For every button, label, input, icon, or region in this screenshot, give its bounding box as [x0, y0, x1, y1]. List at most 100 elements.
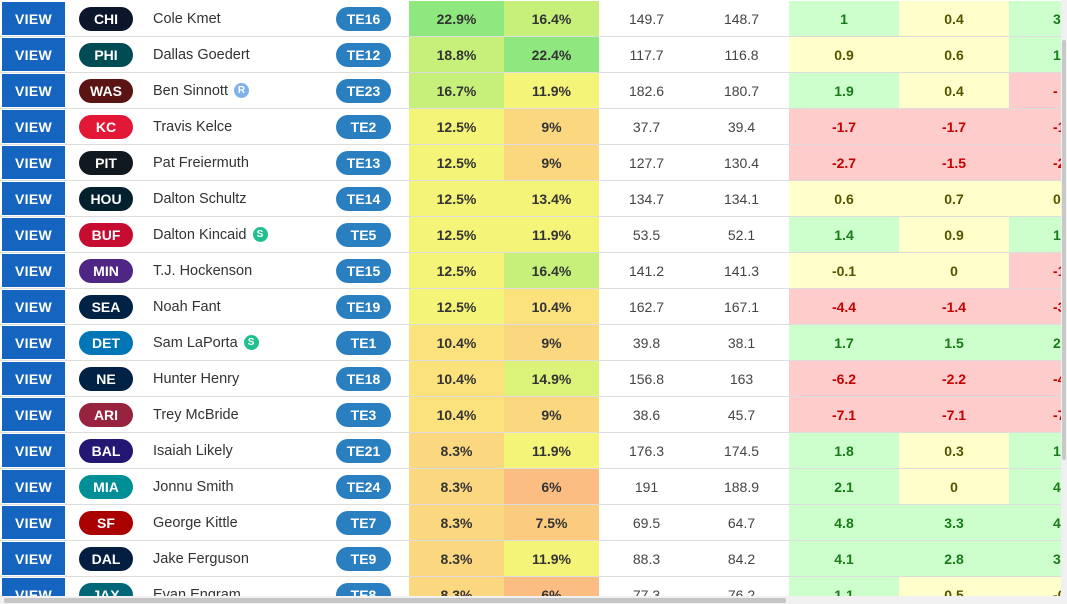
player-name-cell: Dalton Schultz: [153, 181, 333, 216]
delta-cell-2: 2.8: [899, 541, 1009, 576]
team-cell: BAL: [78, 433, 134, 468]
table-row: VIEW DET Sam LaPorta S TE1 10.4% 9% 39.8 38.1 1.7…: [0, 325, 1067, 361]
team-cell: PHI: [78, 37, 134, 72]
team-cell: ARI: [78, 397, 134, 432]
player-name-cell: George Kittle: [153, 505, 333, 540]
view-button[interactable]: VIEW: [2, 110, 65, 143]
delta-cell-1: 4.8: [789, 505, 899, 540]
percent-cell-1: 8.3%: [409, 541, 504, 576]
team-badge: WAS: [79, 78, 133, 103]
player-name[interactable]: Trey McBride: [153, 406, 239, 423]
view-button[interactable]: VIEW: [2, 146, 65, 179]
view-cell: VIEW: [0, 1, 67, 36]
position-cell: TE7: [336, 505, 391, 540]
delta-cell-3: -4: [1009, 361, 1067, 396]
player-name[interactable]: Noah Fant: [153, 298, 221, 315]
table-row: VIEW BUF Dalton Kincaid S TE5 12.5% 11.9% 53.5 5…: [0, 217, 1067, 253]
delta-cell-2: -1.4: [899, 289, 1009, 324]
team-cell: DAL: [78, 541, 134, 576]
view-button[interactable]: VIEW: [2, 182, 65, 215]
team-cell: MIA: [78, 469, 134, 504]
delta-cell-1: -1.7: [789, 109, 899, 144]
value-cell-2: 180.7: [723, 82, 760, 99]
player-name[interactable]: Evan Engram: [153, 586, 241, 597]
table-row: VIEW ARI Trey McBride TE3 10.4% 9% 38.6 45.7 -7.…: [0, 397, 1067, 433]
player-name-cell: Jake Ferguson: [153, 541, 333, 576]
view-button[interactable]: VIEW: [2, 542, 65, 575]
view-button[interactable]: VIEW: [2, 470, 65, 503]
view-button[interactable]: VIEW: [2, 326, 65, 359]
player-name[interactable]: Dalton Schultz: [153, 190, 247, 207]
table-row: VIEW PIT Pat Freiermuth TE13 12.5% 9% 127.7 130…: [0, 145, 1067, 181]
delta-cell-3: 1: [1009, 37, 1067, 72]
delta-cell-1: 2.1: [789, 469, 899, 504]
percent-cell-2: 14.9%: [504, 361, 599, 396]
vertical-scrollbar-thumb[interactable]: [1062, 40, 1066, 460]
view-cell: VIEW: [0, 253, 67, 288]
delta-cell-1: 1.1: [789, 577, 899, 596]
view-button[interactable]: VIEW: [2, 2, 65, 35]
view-button[interactable]: VIEW: [2, 290, 65, 323]
player-name-cell: Hunter Henry: [153, 361, 333, 396]
view-button[interactable]: VIEW: [2, 578, 65, 596]
view-button[interactable]: VIEW: [2, 434, 65, 467]
player-name[interactable]: Sam LaPorta: [153, 334, 238, 351]
delta-cell-1: 4.1: [789, 541, 899, 576]
view-button[interactable]: VIEW: [2, 74, 65, 107]
view-button[interactable]: VIEW: [2, 38, 65, 71]
position-rank-badge: TE15: [336, 258, 391, 283]
percent-cell-2: 11.9%: [504, 433, 599, 468]
player-name[interactable]: Isaiah Likely: [153, 442, 233, 459]
value-cell-2: 84.2: [727, 550, 756, 567]
player-name[interactable]: Jake Ferguson: [153, 550, 249, 567]
delta-cell-2: -7.1: [899, 397, 1009, 432]
position-rank-badge: TE2: [336, 114, 391, 139]
table-row: VIEW HOU Dalton Schultz TE14 12.5% 13.4% 134.7…: [0, 181, 1067, 217]
player-name[interactable]: Dallas Goedert: [153, 46, 250, 63]
team-cell: CHI: [78, 1, 134, 36]
delta-cell-1: 1.4: [789, 217, 899, 252]
position-cell: TE16: [336, 1, 391, 36]
team-badge: HOU: [79, 186, 133, 211]
player-name[interactable]: Ben Sinnott: [153, 82, 228, 99]
player-name[interactable]: Cole Kmet: [153, 10, 221, 27]
view-button[interactable]: VIEW: [2, 254, 65, 287]
delta-cell-3: -7: [1009, 397, 1067, 432]
team-badge: NE: [79, 366, 133, 391]
team-cell: SF: [78, 505, 134, 540]
position-cell: TE14: [336, 181, 391, 216]
player-name-cell: Noah Fant: [153, 289, 333, 324]
value-cell-2: 39.4: [727, 118, 756, 135]
percent-cell-2: 11.9%: [504, 217, 599, 252]
player-name[interactable]: Jonnu Smith: [153, 478, 234, 495]
team-badge: SF: [79, 510, 133, 535]
view-button[interactable]: VIEW: [2, 506, 65, 539]
percent-cell-1: 8.3%: [409, 469, 504, 504]
position-rank-badge: TE5: [336, 222, 391, 247]
player-name-cell: Cole Kmet: [153, 1, 333, 36]
delta-cell-3: 3: [1009, 1, 1067, 36]
player-name[interactable]: Dalton Kincaid: [153, 226, 247, 243]
team-cell: DET: [78, 325, 134, 360]
player-name[interactable]: Travis Kelce: [153, 118, 233, 135]
team-badge: SEA: [79, 294, 133, 319]
view-cell: VIEW: [0, 577, 67, 596]
team-badge: DAL: [79, 546, 133, 571]
player-name[interactable]: Hunter Henry: [153, 370, 240, 387]
table-row: VIEW SEA Noah Fant TE19 12.5% 10.4% 162.7 167.1…: [0, 289, 1067, 325]
player-name[interactable]: George Kittle: [153, 514, 238, 531]
player-name[interactable]: T.J. Hockenson: [153, 262, 253, 279]
view-button[interactable]: VIEW: [2, 362, 65, 395]
horizontal-scrollbar-thumb[interactable]: [4, 598, 786, 603]
value-cell-2: 45.7: [727, 406, 756, 423]
rookie-badge-icon: R: [233, 83, 249, 98]
view-button[interactable]: VIEW: [2, 218, 65, 251]
table-row: VIEW MIN T.J. Hockenson TE15 12.5% 16.4% 141.2…: [0, 253, 1067, 289]
team-badge: CHI: [79, 6, 133, 31]
position-rank-badge: TE12: [336, 42, 391, 67]
player-name-cell: Travis Kelce: [153, 109, 333, 144]
percent-cell-1: 10.4%: [409, 397, 504, 432]
player-name[interactable]: Pat Freiermuth: [153, 154, 249, 171]
view-button[interactable]: VIEW: [2, 398, 65, 431]
value-cell-1: 53.5: [632, 226, 661, 243]
